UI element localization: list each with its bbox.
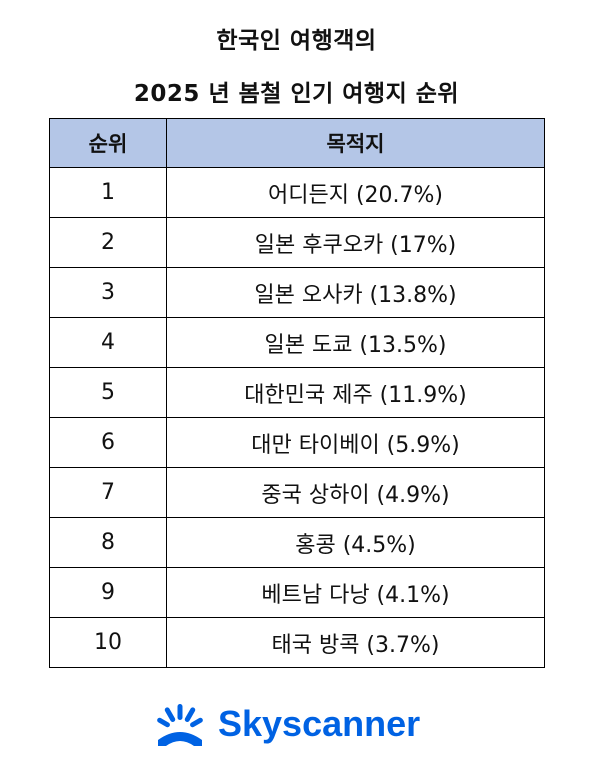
destination-cell: 일본 오사카 (13.8%) [166, 267, 545, 318]
rank-cell: 4 [49, 317, 167, 368]
destination-cell: 베트남 다낭 (4.1%) [166, 567, 545, 618]
rank-column-header: 순위 [49, 118, 167, 168]
rank-cell: 6 [49, 417, 167, 468]
table-row: 1 어디든지 (20.7%) [49, 167, 545, 218]
sunrise-icon [148, 702, 212, 746]
table-header-row: 순위 목적지 [49, 118, 545, 168]
rank-cell: 9 [49, 567, 167, 618]
destination-cell: 일본 후쿠오카 (17%) [166, 217, 545, 268]
table-row: 2 일본 후쿠오카 (17%) [49, 217, 545, 268]
skyscanner-logo: Skyscanner [148, 700, 420, 748]
destination-cell: 대만 타이베이 (5.9%) [166, 417, 545, 468]
rank-cell: 3 [49, 267, 167, 318]
table-row: 6 대만 타이베이 (5.9%) [49, 417, 545, 468]
destination-column-header: 목적지 [166, 118, 545, 168]
rank-cell: 8 [49, 517, 167, 568]
table-row: 10 태국 방콕 (3.7%) [49, 617, 545, 668]
table-row: 9 베트남 다낭 (4.1%) [49, 567, 545, 618]
rank-cell: 2 [49, 217, 167, 268]
table-row: 8 홍콩 (4.5%) [49, 517, 545, 568]
destination-cell: 대한민국 제주 (11.9%) [166, 367, 545, 418]
table-row: 5 대한민국 제주 (11.9%) [49, 367, 545, 418]
ranking-table: 순위 목적지 1 어디든지 (20.7%) 2 일본 후쿠오카 (17%) 3 … [49, 118, 545, 668]
table-row: 4 일본 도쿄 (13.5%) [49, 317, 545, 368]
rank-cell: 7 [49, 467, 167, 518]
destination-cell: 어디든지 (20.7%) [166, 167, 545, 218]
table-row: 7 중국 상하이 (4.9%) [49, 467, 545, 518]
rank-cell: 1 [49, 167, 167, 218]
logo-wordmark: Skyscanner [218, 703, 421, 744]
destination-cell: 일본 도쿄 (13.5%) [166, 317, 545, 368]
destination-cell: 태국 방콕 (3.7%) [166, 617, 545, 668]
page-title-line-2: 2025 년 봄철 인기 여행지 순위 [133, 81, 460, 107]
rank-cell: 10 [49, 617, 167, 668]
destination-cell: 홍콩 (4.5%) [166, 517, 545, 568]
destination-cell: 중국 상하이 (4.9%) [166, 467, 545, 518]
rank-cell: 5 [49, 367, 167, 418]
table-row: 3 일본 오사카 (13.8%) [49, 267, 545, 318]
page-title-line-1: 한국인 여행객의 [216, 28, 377, 54]
